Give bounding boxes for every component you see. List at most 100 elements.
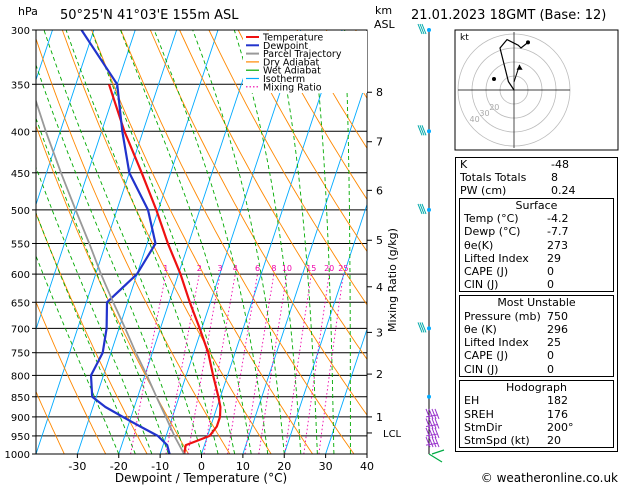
- sounding-series: [36, 30, 222, 454]
- hodograph-box: Hodograph EH 182 SREH 176 StmDir 200° StmSpd (…: [459, 379, 614, 449]
- index-row: θe (K) 296: [460, 323, 613, 336]
- temp-tick-label: -30: [68, 460, 86, 473]
- pressure-tick-label: 650: [11, 298, 30, 309]
- index-label: θe (K): [464, 323, 497, 337]
- dry-adiabat-line: [179, 30, 367, 361]
- wind-barb: [431, 408, 437, 420]
- temp-tick-label: 20: [277, 460, 291, 473]
- wind-barb: [425, 414, 439, 418]
- indices-table: K -48 Totals Totals 8 PW (cm) 0.24 Surface Te…: [455, 157, 618, 453]
- wind-barb: [425, 433, 439, 437]
- wind-barb: [417, 322, 423, 333]
- index-value: -48: [551, 158, 569, 171]
- mixing-ratio-label: 3: [217, 264, 222, 273]
- index-value: 25: [547, 336, 561, 350]
- hpa-unit-label: hPa: [18, 5, 38, 18]
- isotherm-line: [325, 327, 367, 454]
- index-row: SREH 176: [460, 408, 613, 421]
- wind-profile: [417, 23, 445, 463]
- index-value: 29: [547, 251, 561, 265]
- mixing-ratio-line: [187, 274, 221, 454]
- index-label: Totals Totals: [460, 171, 527, 185]
- legend-entry: Parcel Trajectory: [263, 49, 342, 60]
- wind-barb: [425, 424, 439, 428]
- wind-barb: [421, 322, 427, 333]
- wind-barb: [417, 125, 423, 136]
- index-row: PW (cm) 0.24: [456, 184, 617, 197]
- wind-barb: [421, 23, 427, 35]
- mixing-ratio-label: 6: [255, 264, 260, 273]
- isotherm-line: [201, 30, 343, 454]
- wind-level-dot: [427, 129, 431, 134]
- index-row: CAPE (J) 0: [460, 265, 613, 278]
- wind-level-dot: [427, 28, 431, 32]
- index-row: K -48: [456, 158, 617, 171]
- wet-adiabat-line: [36, 211, 136, 454]
- index-label: CIN (J): [464, 362, 499, 376]
- index-value: 0.24: [551, 184, 576, 198]
- wind-barb: [431, 449, 445, 455]
- wind-barb: [419, 23, 425, 35]
- series-dewpoint: [80, 30, 171, 454]
- hodograph-ring-label: 30: [479, 109, 489, 118]
- wind-level-dot: [427, 326, 431, 331]
- index-label: StmSpd (kt): [464, 433, 530, 447]
- dry-adiabat-line: [36, 390, 65, 454]
- wind-barb: [425, 442, 439, 446]
- wind-barb: [421, 203, 427, 215]
- mixing-ratio-label: 10: [282, 264, 292, 273]
- dry-adiabat-line: [237, 30, 367, 253]
- mixing-ratio-label: 2: [197, 264, 202, 273]
- mixing-ratio-line: [130, 274, 167, 454]
- pressure-tick-label: 850: [11, 393, 30, 404]
- wet-adiabat-line: [36, 254, 120, 454]
- dry-adiabat-line: [296, 30, 367, 150]
- wind-barb: [421, 125, 427, 136]
- mixing-ratio-line: [284, 274, 312, 454]
- mixing-ratio-axis-label: Mixing Ratio (g/kg): [386, 228, 399, 332]
- dry-adiabat-line: [619, 30, 629, 454]
- wind-barb: [431, 436, 437, 448]
- pressure-tick-label: 450: [11, 169, 30, 180]
- index-value: 0: [547, 264, 554, 278]
- hodograph-ring-label: 40: [470, 115, 480, 124]
- hodograph-ring-label: 20: [489, 103, 499, 112]
- index-value: 0: [547, 362, 554, 376]
- wind-barb: [425, 436, 431, 448]
- index-label: CIN (J): [464, 278, 499, 292]
- series-parcel-trajectory: [36, 98, 185, 454]
- index-label: θe(K): [464, 238, 494, 252]
- wind-barb: [428, 427, 434, 439]
- x-axis-label: Dewpoint / Temperature (°C): [115, 471, 287, 485]
- wind-barb: [434, 436, 440, 448]
- wind-barb: [419, 322, 425, 333]
- wind-barb: [428, 418, 434, 429]
- km-tick-label: 3: [376, 326, 383, 339]
- wet-adiabat-line: [36, 63, 186, 454]
- dry-adiabat-line: [36, 37, 231, 454]
- legend-entry: Isotherm: [263, 74, 305, 85]
- legend-box: [243, 31, 367, 93]
- index-row: CIN (J) 0: [460, 363, 613, 376]
- hodograph-trace: [499, 38, 529, 91]
- hodograph-end-dot: [526, 40, 530, 45]
- index-row: Pressure (mb) 750: [460, 310, 613, 323]
- pressure-tick-label: 800: [11, 371, 30, 382]
- mixing-ratio-line: [244, 274, 275, 454]
- wind-barb: [428, 408, 434, 420]
- index-row: StmDir 200°: [460, 421, 613, 434]
- pressure-tick-label: 300: [11, 26, 30, 37]
- index-row: CIN (J) 0: [460, 278, 613, 291]
- index-row: Temp (°C) -4.2: [460, 212, 613, 225]
- wet-adiabat-line: [36, 117, 169, 454]
- temp-tick-label: 10: [236, 460, 250, 473]
- surface-box: Surface Temp (°C) -4.2 Dewp (°C) -7.7 θe(K) 2…: [459, 197, 614, 293]
- index-label: K: [460, 158, 468, 171]
- most-unstable-box: Most Unstable Pressure (mb) 750 θe (K) 296 L…: [459, 295, 614, 377]
- index-value: 273: [547, 238, 568, 252]
- isotherm-line: [0, 30, 11, 454]
- mixing-ratio-label: 15: [306, 264, 316, 273]
- pressure-tick-label: 1000: [5, 450, 30, 461]
- index-label: Lifted Index: [464, 251, 529, 265]
- pressure-tick-label: 500: [11, 206, 30, 217]
